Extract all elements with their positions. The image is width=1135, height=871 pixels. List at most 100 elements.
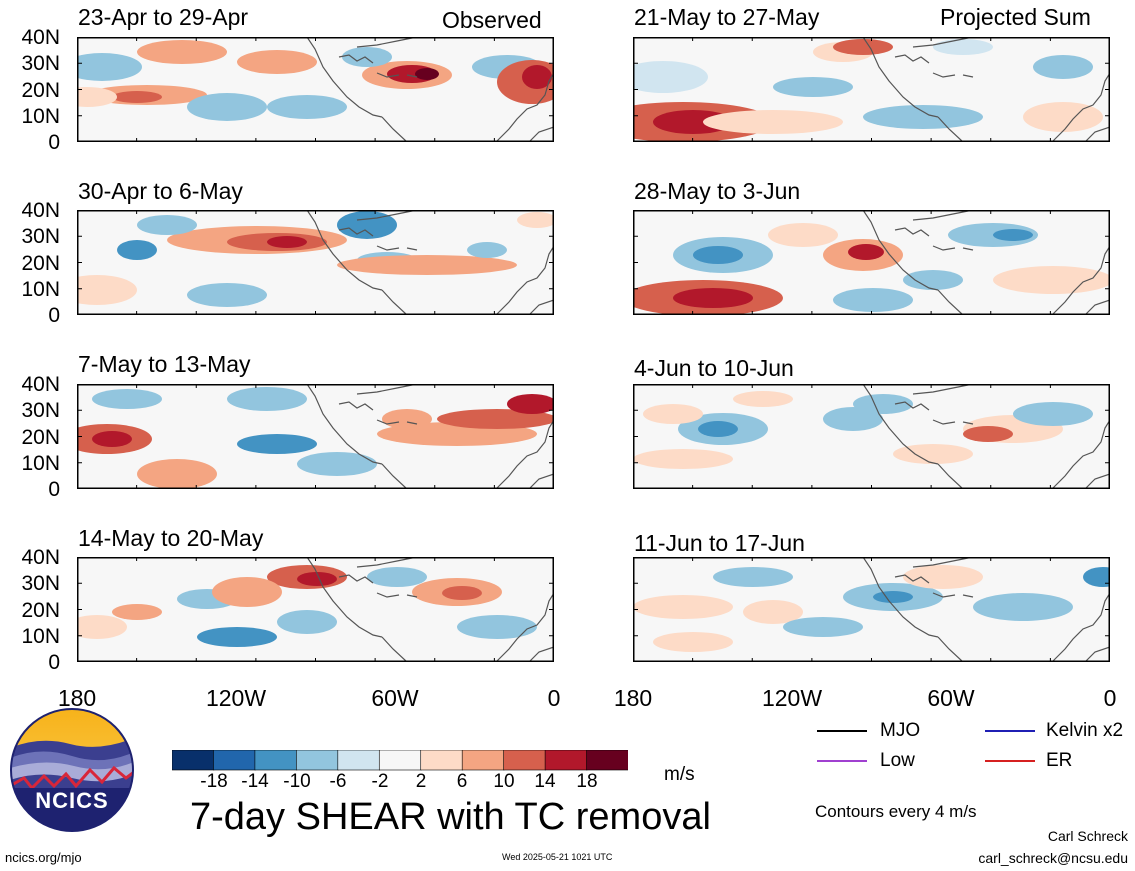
coastline: [862, 384, 939, 465]
lat-label: 40N: [21, 26, 60, 49]
lat-label: 40N: [21, 373, 60, 396]
shear-contour: [187, 283, 267, 307]
shear-contour: [117, 240, 157, 260]
coastline: [1052, 419, 1110, 489]
coastline: [932, 419, 956, 425]
colorbar-swatch: [172, 750, 215, 771]
shear-contour: [507, 394, 554, 414]
shear-contour: [823, 407, 883, 431]
shear-contour: [768, 223, 838, 247]
shear-contour: [137, 215, 197, 235]
colorbar-tick-label: 6: [456, 771, 468, 792]
shear-contour: [237, 50, 317, 74]
logo-text: NCICS: [35, 788, 108, 813]
shear-contour: [197, 627, 277, 647]
coastline: [962, 74, 974, 78]
contour-note: Contours every 4 m/s: [815, 802, 977, 821]
coastline: [496, 72, 554, 142]
map-panel-7: [633, 384, 1110, 489]
shear-contour: [893, 444, 973, 464]
map-panel-1: [77, 37, 554, 142]
lon-label: 120W: [205, 685, 267, 711]
shear-contour: [903, 270, 963, 290]
shear-contour: [933, 39, 993, 55]
shear-contour: [92, 389, 162, 409]
shear-contour: [137, 459, 217, 489]
lat-label: 0: [48, 304, 60, 327]
coastline: [528, 646, 554, 662]
shear-contour: [743, 600, 803, 624]
shear-contour: [212, 577, 282, 607]
coastline: [306, 210, 383, 291]
colorbar-tick-label: 2: [415, 771, 427, 792]
shear-contour: [77, 53, 142, 81]
coastline: [496, 592, 554, 662]
shear-contour: [77, 87, 117, 107]
legend-label-mjo: MJO: [880, 720, 921, 741]
coastline: [1052, 72, 1110, 142]
colorbar-tick-label: -10: [283, 771, 311, 792]
shear-contour: [267, 236, 307, 248]
colorbar-swatch: [420, 750, 463, 771]
map-panel-5: [633, 37, 1110, 142]
shear-contour: [643, 404, 703, 424]
lat-label: 40N: [21, 199, 60, 222]
shear-contour: [367, 567, 427, 587]
coastline: [1084, 299, 1110, 315]
shear-contour: [633, 61, 708, 93]
coastline: [381, 636, 408, 662]
main-title: 7-day SHEAR with TC removal: [190, 796, 711, 838]
map-panel-6: [633, 210, 1110, 315]
shear-contour: [713, 567, 793, 587]
footer-timestamp: Wed 2025-05-21 1021 UTC: [502, 852, 613, 862]
shear-contour: [993, 266, 1110, 294]
shear-contour: [963, 426, 1013, 442]
coastline: [912, 384, 974, 395]
footer-website[interactable]: ncics.org/mjo: [5, 850, 82, 865]
coastline: [932, 592, 956, 598]
coastline: [496, 245, 554, 315]
shear-contour: [733, 391, 793, 407]
map-panel-4: [77, 557, 554, 662]
lat-label: 0: [48, 131, 60, 154]
coastline: [406, 421, 418, 425]
colorbar-tick-label: -6: [329, 771, 347, 792]
coastline: [376, 245, 400, 251]
coastline: [962, 594, 974, 598]
panel-title-5: 21-May to 27-May: [634, 4, 820, 30]
colorbar-tick-label: -14: [241, 771, 269, 792]
shear-contour: [437, 409, 554, 429]
colorbar-swatch: [586, 750, 628, 771]
shear-contour: [1023, 102, 1103, 132]
shear-contour: [77, 275, 137, 305]
ncics-logo: NCICS: [10, 708, 134, 832]
coastline: [862, 210, 939, 291]
shear-contour: [633, 449, 733, 469]
footer-author: Carl Schreck: [1047, 828, 1128, 844]
coastline: [376, 72, 400, 78]
lat-label: 30N: [21, 52, 60, 75]
coastline: [937, 636, 964, 662]
legend-line-mjo: [817, 730, 867, 732]
legend-label-kelvin: Kelvin x2: [1046, 720, 1124, 741]
projected-label: Projected Sum: [940, 4, 1091, 30]
shear-contour: [337, 211, 397, 239]
shear-contour: [415, 68, 439, 80]
coastline: [912, 210, 974, 221]
coastline: [338, 54, 374, 64]
lon-label: 60W: [371, 685, 419, 711]
shear-contour: [1033, 55, 1093, 79]
shear-contour: [112, 91, 162, 103]
coastline: [932, 72, 956, 78]
shear-contour: [517, 212, 554, 228]
shear-contour: [653, 632, 733, 652]
shear-contour: [442, 586, 482, 600]
coastline: [894, 401, 930, 411]
coastline: [894, 574, 930, 584]
shear-contour: [873, 591, 913, 603]
coastline: [406, 594, 418, 598]
lat-label: 20N: [21, 252, 60, 275]
footer-email[interactable]: carl_schreck@ncsu.edu: [978, 850, 1128, 866]
lat-label: 20N: [21, 426, 60, 449]
colorbar-tick-label: -18: [200, 771, 228, 792]
